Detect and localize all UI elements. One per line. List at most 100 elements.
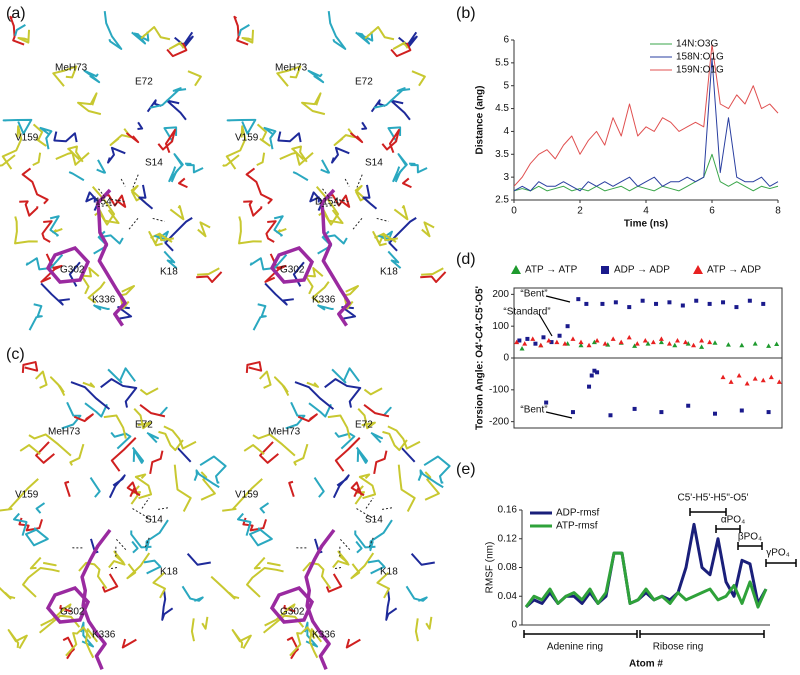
- legend-label: ATP → ADP: [707, 265, 761, 276]
- bond: [354, 184, 370, 204]
- bond: [258, 370, 272, 389]
- bond: [139, 404, 166, 418]
- point: [610, 336, 616, 341]
- bond: [393, 205, 409, 221]
- residue-label: K336: [312, 295, 336, 306]
- bond: [236, 512, 252, 536]
- bond: [238, 216, 262, 245]
- ligand-ring: [45, 585, 91, 624]
- bond: [288, 480, 295, 497]
- bond: [302, 561, 332, 589]
- h-bond: [351, 218, 363, 231]
- residue-label: E72: [355, 420, 373, 431]
- h-bond: [114, 199, 120, 207]
- h-bond: [127, 218, 139, 231]
- bond: [130, 184, 146, 204]
- point: [658, 339, 664, 345]
- bond: [0, 587, 16, 600]
- residue-label: E72: [135, 77, 153, 88]
- ligand: [96, 188, 127, 327]
- residue-label: K336: [92, 295, 116, 306]
- residue-label: S14: [365, 158, 383, 169]
- point: [752, 341, 758, 346]
- bond: [249, 254, 288, 271]
- bond: [286, 636, 299, 660]
- residue-label: K18: [380, 567, 398, 578]
- point: [674, 338, 680, 343]
- bond: [52, 65, 78, 87]
- bond: [138, 184, 154, 210]
- residue-label: E72: [135, 420, 153, 431]
- bond: [21, 361, 39, 373]
- y-tick-label: 200: [492, 289, 509, 300]
- series-line: [524, 551, 768, 609]
- point: [694, 298, 699, 303]
- bond: [161, 590, 174, 621]
- point: [517, 338, 522, 343]
- bond: [382, 233, 398, 243]
- point: [618, 339, 624, 345]
- bond: [164, 217, 193, 252]
- h-bond: [338, 199, 344, 207]
- residue-label: S14: [365, 515, 383, 526]
- bond: [32, 123, 47, 147]
- h-bond: [344, 178, 350, 187]
- bond: [276, 65, 302, 87]
- y-axis-label: Torsion Angle: O4'-C4'-C5'-O5': [475, 286, 486, 430]
- bond: [253, 556, 266, 570]
- point: [576, 297, 581, 302]
- bond: [387, 250, 402, 269]
- annotation: Ribose ring: [653, 642, 704, 653]
- h-bond: [368, 537, 374, 548]
- bond: [243, 444, 265, 455]
- bond: [41, 220, 53, 243]
- bond: [297, 413, 318, 423]
- bond: [387, 425, 421, 450]
- point: [591, 339, 597, 345]
- bond: [166, 42, 188, 58]
- panel-label: (e): [456, 461, 476, 478]
- bond: [133, 408, 152, 430]
- bond: [17, 29, 31, 44]
- annotation: “Bent”: [520, 405, 547, 416]
- bond: [222, 154, 240, 167]
- bond: [32, 152, 42, 167]
- bond: [331, 367, 360, 384]
- bond: [256, 152, 266, 167]
- bond: [210, 575, 240, 600]
- bond: [65, 626, 92, 657]
- point: [565, 324, 570, 329]
- point: [685, 341, 691, 346]
- bond: [256, 123, 271, 147]
- point: [640, 298, 645, 303]
- bond: [350, 552, 375, 580]
- point: [672, 342, 678, 348]
- bond: [110, 437, 137, 472]
- bond: [103, 10, 123, 50]
- bond: [181, 585, 204, 602]
- bond: [137, 121, 144, 130]
- annotation-arrow: [545, 295, 571, 303]
- point: [632, 406, 637, 411]
- bond: [100, 378, 138, 408]
- point: [713, 411, 717, 416]
- bond: [248, 527, 273, 547]
- bond: [61, 401, 82, 430]
- bond: [53, 131, 78, 143]
- bond: [325, 573, 343, 593]
- point: [739, 408, 744, 413]
- bond: [392, 41, 409, 50]
- point: [747, 298, 752, 303]
- bond: [241, 29, 255, 44]
- bond: [397, 464, 416, 512]
- bond: [327, 414, 351, 439]
- point: [613, 300, 618, 305]
- point: [538, 342, 544, 348]
- bond: [84, 402, 108, 418]
- bond: [424, 471, 440, 501]
- bond: [358, 473, 377, 500]
- y-tick-label: 4: [503, 126, 509, 137]
- bond: [165, 99, 187, 121]
- bond: [370, 99, 386, 113]
